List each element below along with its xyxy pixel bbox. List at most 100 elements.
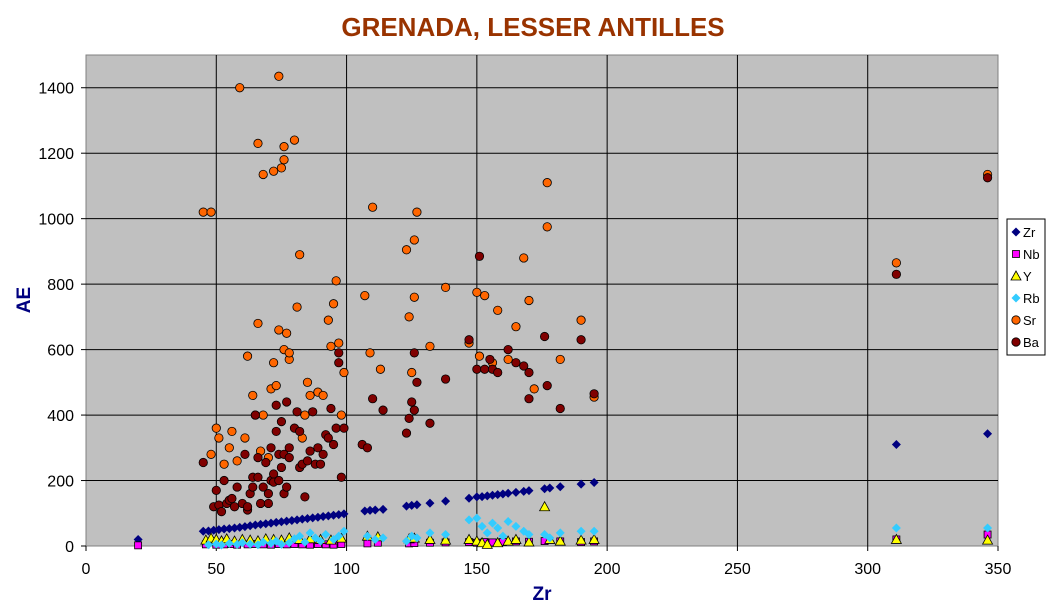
data-point-zr [198, 526, 208, 536]
data-point-ba [982, 173, 993, 183]
data-point-y [554, 535, 566, 546]
data-point-rb [482, 528, 492, 538]
data-point-ba [412, 377, 422, 387]
data-point-rb [555, 528, 565, 538]
data-point-ba [540, 331, 550, 342]
data-point-sr [339, 367, 349, 378]
data-point-ba [302, 456, 313, 466]
data-point-sr [271, 381, 281, 391]
data-point-ba [261, 457, 271, 468]
x-axis: 0 50 100 150 200 250 300 350 [82, 546, 1012, 578]
legend-label-rb: Rb [1023, 291, 1040, 306]
data-point-ba [219, 475, 229, 486]
data-point-ba [315, 459, 326, 469]
data-point-ba [216, 507, 227, 517]
data-point-sr [279, 155, 289, 165]
data-point-zr [407, 500, 417, 510]
data-point-sr [425, 341, 435, 351]
x-tick-label: 150 [464, 561, 491, 578]
data-point-ba [250, 410, 260, 420]
data-point-sr [328, 299, 339, 309]
data-point-sr [407, 367, 417, 378]
data-point-sr [274, 71, 284, 81]
data-point-rb [487, 518, 497, 528]
legend-marker-rb [1011, 293, 1021, 303]
data-point-sr [292, 302, 302, 312]
data-point-sr [409, 235, 419, 245]
data-point-rb [245, 539, 255, 549]
data-point-sr [258, 169, 268, 180]
data-point-rb [576, 526, 586, 536]
data-point-zr [209, 525, 219, 535]
data-point-ba [503, 344, 513, 355]
legend-marker-y [1010, 270, 1022, 281]
data-point-sr [302, 377, 313, 387]
data-point-ba [378, 405, 388, 415]
data-point-y [481, 538, 493, 549]
data-point-ba [255, 498, 266, 509]
data-point-zr [545, 483, 555, 493]
data-point-rb [498, 531, 508, 541]
data-point-rb [258, 537, 268, 547]
data-point-zr [464, 493, 474, 503]
legend-label-y: Y [1023, 269, 1032, 284]
data-point-sr [409, 292, 419, 302]
data-point-ba [232, 482, 242, 492]
series-rb [203, 513, 993, 550]
y-axis-title: AE [14, 287, 35, 313]
y-tick-label: 1400 [38, 81, 74, 98]
data-point-ba [524, 367, 534, 378]
data-point-zr [365, 505, 375, 515]
data-point-sr [891, 258, 901, 268]
data-point-zr [282, 516, 292, 526]
data-point-sr [440, 282, 451, 293]
data-point-zr [318, 512, 328, 522]
data-point-zr [230, 523, 240, 533]
data-point-rb [378, 533, 388, 543]
data-point-sr [289, 135, 300, 145]
x-tick-label: 350 [985, 561, 1012, 578]
data-point-rb [425, 528, 435, 538]
y-tick-label: 0 [65, 539, 74, 556]
plot-area [85, 54, 999, 547]
data-point-ba [404, 413, 414, 423]
data-point-rb [891, 523, 901, 533]
data-point-zr [477, 492, 487, 502]
data-point-sr [334, 338, 344, 348]
data-point-ba [334, 358, 344, 368]
chart-title: GRENADA, LESSER ANTILLES [341, 12, 724, 42]
data-point-sr [214, 433, 224, 443]
legend-label-nb: Nb [1023, 247, 1040, 262]
data-point-zr [287, 515, 297, 525]
data-point-rb [321, 530, 331, 540]
data-point-zr [540, 484, 550, 494]
data-point-sr [269, 358, 279, 368]
data-point-y [510, 533, 522, 544]
data-point-sr [326, 341, 336, 351]
data-point-ba [519, 361, 529, 371]
legend-label-sr: Sr [1023, 313, 1037, 328]
data-point-zr [308, 513, 318, 523]
data-point-sr [404, 312, 414, 322]
data-point-y [981, 534, 994, 545]
gridlines [86, 55, 998, 546]
data-point-sr [258, 410, 268, 420]
data-point-ba [242, 502, 253, 512]
data-point-zr [576, 479, 586, 489]
data-point-ba [474, 251, 485, 261]
data-point-zr [334, 510, 344, 520]
data-point-ba [263, 489, 273, 499]
data-point-sr [295, 250, 305, 260]
data-point-ba [248, 482, 258, 492]
data-point-ba [407, 397, 417, 407]
x-tick-label: 50 [207, 561, 225, 578]
data-point-zr [292, 515, 302, 525]
data-point-ba [263, 498, 273, 509]
data-point-sr [360, 290, 370, 301]
data-point-ba [336, 472, 346, 482]
data-point-ba [440, 374, 451, 384]
legend-label-ba: Ba [1023, 335, 1040, 350]
data-point-ba [485, 354, 495, 365]
data-point-ba [323, 433, 333, 443]
data-point-zr [214, 525, 224, 535]
